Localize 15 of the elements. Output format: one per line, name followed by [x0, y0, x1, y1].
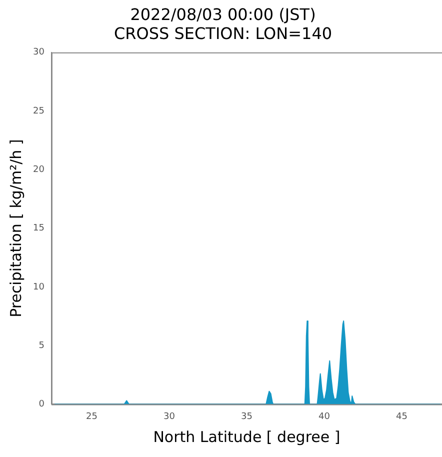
- y-tick-label: 10: [33, 282, 45, 292]
- x-tick-label: 35: [241, 412, 252, 422]
- y-tick-label: 25: [33, 106, 44, 116]
- y-axis-title: Precipitation [ kg/m²/h ]: [6, 139, 25, 318]
- y-tick-label: 0: [38, 400, 45, 410]
- y-tick-label: 20: [33, 165, 45, 176]
- x-tick-label: 25: [86, 412, 98, 422]
- y-tick-label: 15: [33, 224, 44, 234]
- x-tick-label: 30: [164, 412, 176, 422]
- x-tick-label: 40: [318, 412, 330, 422]
- y-tick-label: 30: [33, 48, 45, 58]
- chart-title: 2022/08/03 00:00 (JST) CROSS SECTION: LON=140: [114, 4, 332, 43]
- y-tick-label: 5: [38, 340, 44, 351]
- x-tick-label: 45: [396, 412, 408, 422]
- x-axis-title: North Latitude [ degree ]: [153, 428, 340, 446]
